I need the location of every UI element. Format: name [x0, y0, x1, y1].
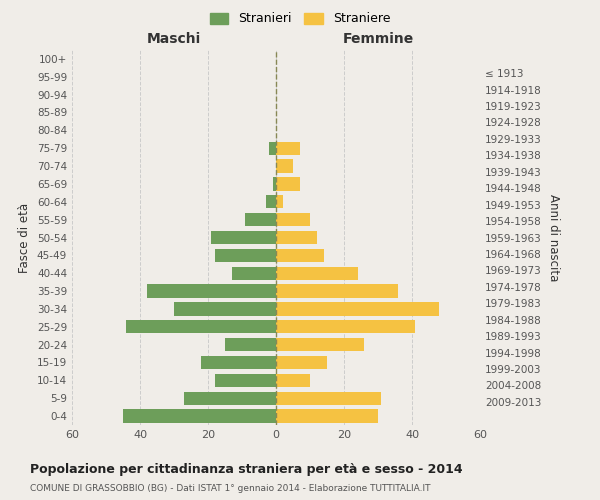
Text: Popolazione per cittadinanza straniera per età e sesso - 2014: Popolazione per cittadinanza straniera p…: [30, 462, 463, 475]
Text: COMUNE DI GRASSOBBIO (BG) - Dati ISTAT 1° gennaio 2014 - Elaborazione TUTTITALIA: COMUNE DI GRASSOBBIO (BG) - Dati ISTAT 1…: [30, 484, 431, 493]
Bar: [201, 356, 276, 369]
Bar: [276, 195, 283, 208]
Bar: [276, 160, 293, 173]
Bar: [276, 338, 364, 351]
Bar: [276, 320, 415, 334]
Bar: [211, 231, 276, 244]
Bar: [276, 374, 310, 387]
Legend: Stranieri, Straniere: Stranieri, Straniere: [206, 8, 394, 29]
Bar: [174, 302, 276, 316]
Bar: [269, 142, 276, 155]
Bar: [276, 231, 317, 244]
Bar: [232, 266, 276, 280]
Bar: [245, 213, 276, 226]
Text: Femmine: Femmine: [343, 32, 413, 46]
Bar: [276, 392, 382, 405]
Bar: [127, 320, 276, 334]
Bar: [147, 284, 276, 298]
Bar: [215, 248, 276, 262]
Bar: [276, 356, 327, 369]
Bar: [215, 374, 276, 387]
Bar: [276, 266, 358, 280]
Bar: [276, 248, 323, 262]
Y-axis label: Anni di nascita: Anni di nascita: [547, 194, 560, 281]
Bar: [184, 392, 276, 405]
Bar: [276, 302, 439, 316]
Bar: [266, 195, 276, 208]
Bar: [123, 410, 276, 423]
Bar: [225, 338, 276, 351]
Bar: [276, 284, 398, 298]
Bar: [276, 213, 310, 226]
Text: Maschi: Maschi: [147, 32, 201, 46]
Bar: [272, 177, 276, 190]
Y-axis label: Fasce di età: Fasce di età: [19, 202, 31, 272]
Bar: [276, 410, 378, 423]
Bar: [276, 142, 300, 155]
Bar: [276, 177, 300, 190]
